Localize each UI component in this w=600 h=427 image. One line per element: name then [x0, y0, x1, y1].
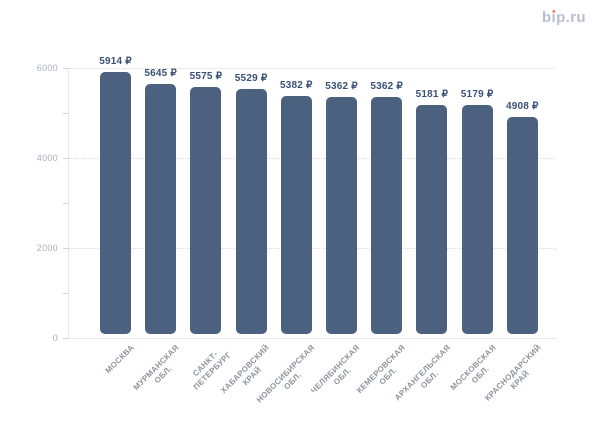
y-axis-tick [63, 293, 68, 294]
y-gridline [68, 158, 556, 159]
bar-value-label: 5529 ₽ [234, 73, 268, 85]
bar-value-label: 5382 ₽ [280, 79, 313, 91]
bar-value-label: 5362 ₽ [325, 80, 358, 92]
bar-value-label: 5645 ₽ [144, 67, 177, 79]
y-axis-tick-label: 4000 [36, 153, 58, 163]
bar[interactable] [280, 95, 312, 334]
bar[interactable] [235, 89, 267, 334]
y-axis-tick [63, 203, 68, 204]
bar[interactable] [416, 104, 448, 334]
bar[interactable] [145, 83, 177, 334]
bip-logo[interactable]: bı p.ru [542, 9, 586, 26]
y-axis-tick [63, 158, 68, 159]
y-axis-tick [63, 113, 68, 114]
bar[interactable] [100, 71, 131, 334]
bar-value-label: 5362 ₽ [370, 80, 403, 92]
y-axis-tick-label: 0 [52, 333, 58, 343]
y-axis-tick [63, 338, 68, 339]
y-axis-line [68, 68, 69, 338]
logo-letter-i: ı [551, 9, 557, 26]
bar[interactable] [190, 87, 222, 334]
bar[interactable] [461, 104, 493, 334]
logo-i-dot-icon [552, 10, 556, 14]
y-gridline [68, 248, 556, 249]
x-axis-category-label: МОСКВА [103, 343, 136, 376]
bar-value-label: 4908 ₽ [506, 101, 539, 113]
logo-text: p.ru [556, 9, 586, 26]
bar[interactable] [506, 117, 538, 334]
x-axis-category-label: МУРМАНСКАЯ ОБЛ. [132, 343, 182, 392]
bar-value-label: 5181 ₽ [415, 88, 449, 100]
logo-text: b [541, 9, 552, 26]
y-axis-tick-label: 6000 [36, 63, 58, 73]
bar[interactable] [326, 96, 357, 334]
x-axis-line [68, 338, 556, 339]
y-axis-tick [63, 68, 68, 69]
bar[interactable] [371, 96, 403, 334]
y-gridline [68, 68, 556, 69]
y-axis-tick [63, 248, 68, 249]
bar-value-label: 5575 ₽ [189, 71, 223, 83]
y-axis-tick-label: 2000 [36, 243, 58, 253]
bar-value-label: 5179 ₽ [460, 88, 494, 100]
bar-value-label: 5914 ₽ [99, 55, 132, 67]
